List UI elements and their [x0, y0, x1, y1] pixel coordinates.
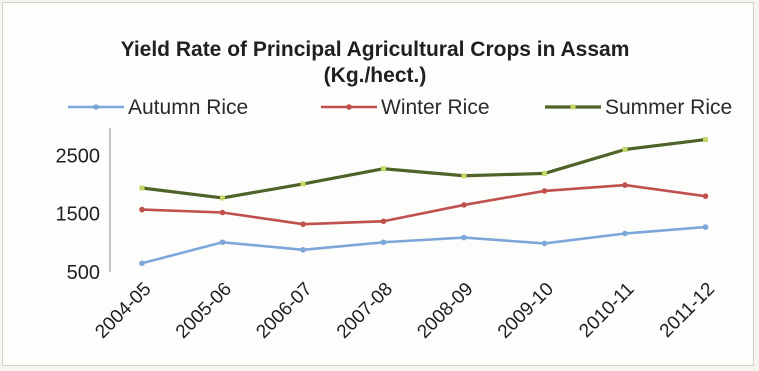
- x-tick-label: 2004-05: [91, 279, 155, 343]
- legend-marker: [93, 104, 99, 110]
- point-winter-rice: [300, 221, 306, 227]
- x-tick-label: 2008-09: [413, 279, 477, 343]
- point-summer-rice: [381, 166, 386, 172]
- point-summer-rice: [139, 185, 145, 191]
- point-autumn-rice: [139, 260, 145, 267]
- x-tick-label: 2005-06: [172, 279, 236, 343]
- chart-title: Yield Rate of Principal Agricultural Cro…: [121, 38, 630, 61]
- point-winter-rice: [461, 202, 467, 208]
- point-summer-rice: [461, 173, 467, 179]
- legend: Autumn Rice Winter Rice Summer Rice: [68, 96, 732, 119]
- y-tick-label: 1500: [56, 204, 101, 226]
- point-autumn-rice: [541, 240, 548, 247]
- legend-label-autumn-rice: Autumn Rice: [128, 96, 248, 119]
- point-winter-rice: [622, 182, 628, 188]
- series-line-winter-rice: [141, 183, 706, 226]
- point-autumn-rice: [219, 239, 226, 246]
- x-tick-label: 2007-08: [333, 279, 397, 343]
- y-tick-label: 500: [67, 262, 100, 284]
- x-tick-label: 2009-10: [494, 279, 558, 343]
- point-winter-rice: [702, 193, 709, 199]
- point-winter-rice: [380, 218, 387, 225]
- point-autumn-rice: [300, 247, 306, 253]
- point-summer-rice: [542, 170, 547, 176]
- point-winter-rice: [139, 206, 145, 213]
- series-group: [139, 137, 709, 267]
- point-summer-rice: [622, 147, 628, 152]
- point-summer-rice: [220, 195, 225, 201]
- point-autumn-rice: [380, 239, 387, 246]
- y-tick-label: 2500: [56, 145, 101, 167]
- point-winter-rice: [541, 188, 548, 194]
- legend-marker: [346, 104, 352, 110]
- point-autumn-rice: [622, 230, 628, 237]
- x-tick-label: 2011-12: [656, 279, 719, 342]
- legend-label-winter-rice: Winter Rice: [381, 96, 490, 119]
- legend-marker: [570, 104, 576, 110]
- chart-frame: [2, 2, 754, 366]
- point-summer-rice: [300, 181, 306, 187]
- legend-label-summer-rice: Summer Rice: [605, 96, 732, 119]
- chart-subtitle: (Kg./hect.): [324, 64, 427, 87]
- point-autumn-rice: [461, 234, 467, 241]
- point-summer-rice: [703, 137, 708, 143]
- series-line-summer-rice: [141, 137, 706, 200]
- series-line-autumn-rice: [141, 225, 706, 265]
- x-tick-label: 2006-07: [252, 279, 316, 343]
- x-tick-label: 2010-11: [575, 279, 638, 342]
- point-winter-rice: [219, 209, 226, 216]
- point-autumn-rice: [702, 224, 709, 230]
